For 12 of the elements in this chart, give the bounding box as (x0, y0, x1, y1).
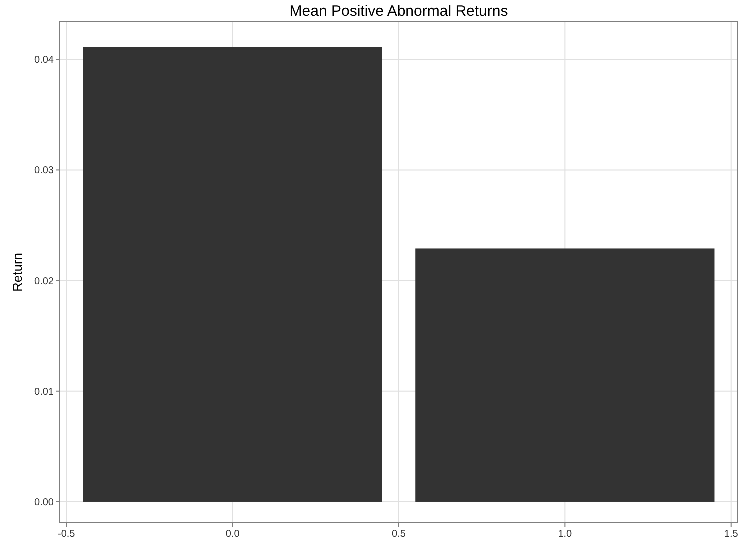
y-tick-label: 0.01 (34, 386, 54, 398)
y-tick-label: 0.02 (34, 276, 54, 288)
chart-title: Mean Positive Abnormal Returns (290, 3, 508, 20)
x-tick-label: 0.5 (392, 529, 406, 540)
x-tick-label: 1.5 (724, 529, 739, 540)
x-tick-label: -0.5 (58, 529, 76, 540)
x-tick-label: 0.0 (226, 529, 240, 540)
y-axis-title: Return (10, 252, 25, 292)
x-tick-label: 1.0 (558, 529, 573, 540)
y-tick-label: 0.04 (34, 55, 54, 66)
y-tick-label: 0.03 (34, 166, 54, 177)
y-tick-label: 0.00 (34, 497, 54, 508)
